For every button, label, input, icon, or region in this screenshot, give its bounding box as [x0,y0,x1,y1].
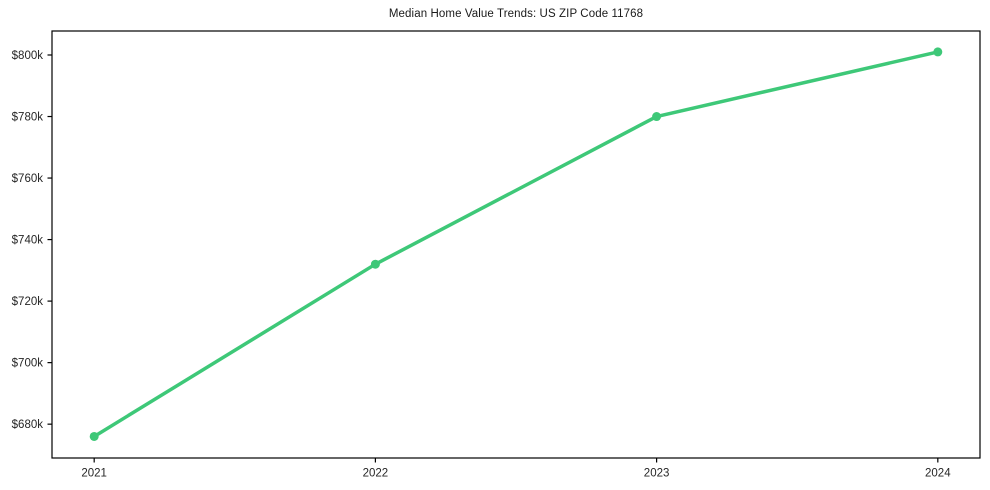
x-tick-label: 2024 [925,468,951,480]
data-point-2021 [89,431,99,441]
x-tick-label: 2021 [81,468,107,480]
y-tick-label: $720k [12,296,44,308]
y-tick-label: $680k [12,419,44,431]
y-tick-label: $800k [12,50,44,62]
y-tick-label: $740k [12,235,44,247]
x-tick-label: 2023 [644,468,670,480]
plot-border [51,30,981,459]
data-point-2024 [933,47,943,57]
trend-line [92,50,940,439]
chart-title: Median Home Value Trends: US ZIP Code 11… [388,8,644,20]
data-point-2022 [370,259,380,269]
data-point-2023 [652,112,662,122]
y-tick-label: $780k [12,112,44,124]
x-tick-label: 2022 [363,468,389,480]
y-tick-label: $760k [12,173,44,185]
y-tick-label: $700k [12,358,44,370]
